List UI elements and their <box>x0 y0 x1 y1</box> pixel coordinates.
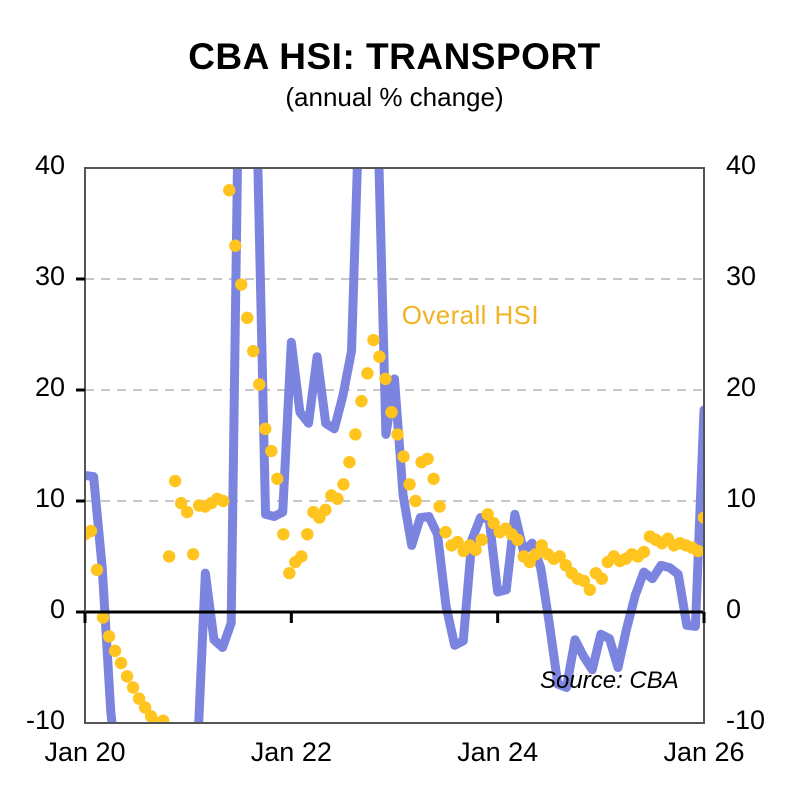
y-axis-tick-label: 0 <box>49 594 65 624</box>
data-point <box>697 511 704 524</box>
data-point <box>409 494 422 508</box>
data-point <box>331 492 344 505</box>
data-point <box>577 574 591 588</box>
x-axis-tick-label: Jan 26 <box>663 737 745 767</box>
series-dots-overall <box>85 184 704 723</box>
data-point <box>469 543 482 557</box>
y-axis-tick-label: 20 <box>34 372 65 402</box>
y-axis-tick-marks <box>76 277 85 614</box>
data-point <box>421 452 434 466</box>
data-point <box>114 656 128 670</box>
data-point <box>235 278 248 291</box>
chart-subtitle: (annual % change) <box>285 82 504 112</box>
data-point <box>253 378 266 391</box>
y-axis-tick-label: 10 <box>726 483 757 513</box>
chart-title: CBA HSI: TRANSPORT <box>188 36 601 77</box>
y-axis-tick-label: 30 <box>726 261 757 291</box>
data-layer <box>85 168 704 723</box>
data-point <box>271 472 284 485</box>
data-point <box>120 670 134 683</box>
data-point <box>301 528 314 541</box>
data-point <box>223 184 236 197</box>
data-point <box>247 344 260 358</box>
source-note: Source: CBA <box>540 667 679 695</box>
data-point <box>433 500 446 513</box>
data-point <box>691 544 704 558</box>
data-point <box>343 455 356 469</box>
data-point <box>96 611 110 624</box>
data-point <box>637 545 651 559</box>
series-label-overall: Overall HSI <box>401 299 540 330</box>
data-point <box>553 550 566 563</box>
data-point <box>90 563 104 577</box>
data-point <box>367 333 380 347</box>
y-axis-tick-label: 30 <box>34 261 65 291</box>
data-point <box>535 539 548 552</box>
data-point <box>156 714 170 723</box>
data-point <box>241 311 254 325</box>
data-point <box>397 450 410 463</box>
data-point <box>174 497 188 510</box>
y-axis-tick-label: -10 <box>25 705 65 735</box>
x-axis-tick-marks <box>83 612 706 623</box>
y-axis-tick-label: -10 <box>726 705 766 735</box>
data-point <box>162 550 176 563</box>
data-point <box>595 572 609 585</box>
y-axis-tick-label: 20 <box>726 372 757 402</box>
data-point <box>126 681 140 694</box>
data-point <box>355 394 368 408</box>
data-point <box>319 503 332 517</box>
data-point <box>337 478 350 491</box>
data-point <box>229 239 242 252</box>
data-point <box>277 528 290 541</box>
x-axis-tick-label: Jan 24 <box>457 737 539 767</box>
data-point <box>168 474 182 488</box>
data-point <box>451 535 464 549</box>
data-point <box>385 406 398 419</box>
y-axis-tick-label: 0 <box>726 594 742 624</box>
data-point <box>391 428 404 441</box>
data-point <box>379 372 392 386</box>
data-point <box>295 550 308 563</box>
data-point <box>481 508 494 521</box>
data-point <box>265 444 278 458</box>
data-point <box>138 701 152 714</box>
y-axis-tick-label: 40 <box>726 150 757 180</box>
x-axis-tick-label: Jan 22 <box>250 737 332 767</box>
data-point <box>529 548 542 561</box>
data-point <box>511 533 524 547</box>
data-point <box>259 422 272 436</box>
data-point <box>180 505 194 519</box>
data-point <box>102 630 116 643</box>
data-point <box>475 533 488 547</box>
data-point <box>583 583 597 596</box>
series-line-transport <box>85 168 704 723</box>
data-point <box>373 350 386 363</box>
data-point <box>283 566 296 580</box>
data-point <box>85 524 98 538</box>
data-point <box>361 367 374 380</box>
data-point <box>439 525 452 539</box>
x-axis-tick-label: Jan 20 <box>44 737 126 767</box>
data-point <box>132 692 146 705</box>
data-point <box>427 472 440 485</box>
data-point <box>217 494 230 508</box>
data-point <box>186 548 200 561</box>
data-point <box>403 478 416 491</box>
y-axis-tick-label: 10 <box>34 483 65 513</box>
plot-frame <box>84 167 705 724</box>
y-axis-tick-label: 40 <box>34 150 65 180</box>
data-point <box>487 517 500 530</box>
data-point <box>108 644 122 658</box>
data-point <box>349 428 362 441</box>
